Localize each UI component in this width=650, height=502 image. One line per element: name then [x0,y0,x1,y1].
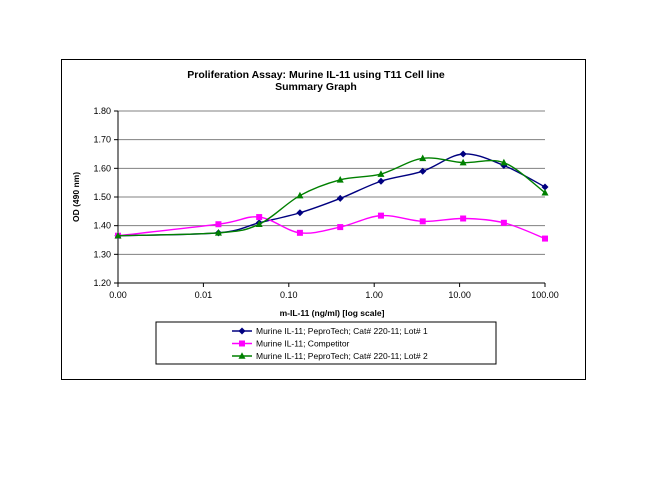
x-axis-title: m-IL-11 (ng/ml) [log scale] [280,308,385,318]
data-point [377,212,384,219]
data-point [377,170,385,177]
data-point [419,218,426,225]
x-tick-label: 10.00 [448,290,471,300]
y-tick-label: 1.50 [93,192,111,202]
data-point [256,214,263,221]
data-point [541,188,549,196]
legend-label: Murine IL-11; PeproTech; Cat# 220-11; Lo… [256,326,428,336]
data-point [500,219,507,226]
data-point [377,177,385,185]
data-point [500,158,508,166]
series-line [117,157,546,237]
data-point [336,176,344,183]
y-tick-label: 1.70 [93,135,111,145]
y-axis-title: OD (490 nm) [71,172,81,222]
legend: Murine IL-11; PeproTech; Cat# 220-11; Lo… [155,321,497,365]
legend-label: Murine IL-11; Competitor [256,339,350,349]
data-point [296,209,304,217]
y-tick-label: 1.20 [93,278,111,288]
y-tick-label: 1.60 [93,163,111,173]
legend-label: Murine IL-11; PeproTech; Cat# 220-11; Lo… [256,351,428,361]
y-axis-ticks: 1.20 1.30 1.40 1.50 1.60 1.70 1.80 [93,106,118,288]
x-tick-label: 0.00 [109,290,127,300]
y-tick-label: 1.30 [93,249,111,259]
series-group [114,150,549,242]
data-point [114,231,122,239]
data-point [214,229,222,236]
legend-marker [239,340,245,347]
data-point [459,158,467,166]
chart-title: Proliferation Assay: Murine IL-11 using … [187,69,445,81]
legend-marker [238,352,246,359]
x-tick-label: 100.00 [531,290,559,300]
data-point [459,150,467,158]
data-point [337,224,344,231]
series-line [117,214,546,240]
x-tick-label: 0.01 [195,290,213,300]
data-point [419,154,427,162]
data-point [460,215,467,222]
data-point [296,191,304,199]
data-point [296,229,303,236]
data-point [541,183,549,191]
x-tick-label: 0.10 [280,290,298,300]
y-tick-label: 1.40 [93,221,111,231]
data-point [542,235,548,242]
x-axis-ticks: 0.00 0.01 0.10 1.00 10.00 100.00 [109,283,559,300]
data-point [419,167,427,175]
data-point [336,194,344,202]
data-point [255,220,263,228]
legend-marker [238,327,246,335]
legend-box [155,321,497,365]
x-tick-label: 1.00 [365,290,383,300]
series-line [117,153,546,237]
y-tick-label: 1.80 [93,106,111,116]
data-point [215,221,222,228]
gridlines [117,110,545,284]
chart-subtitle: Summary Graph [275,81,357,93]
